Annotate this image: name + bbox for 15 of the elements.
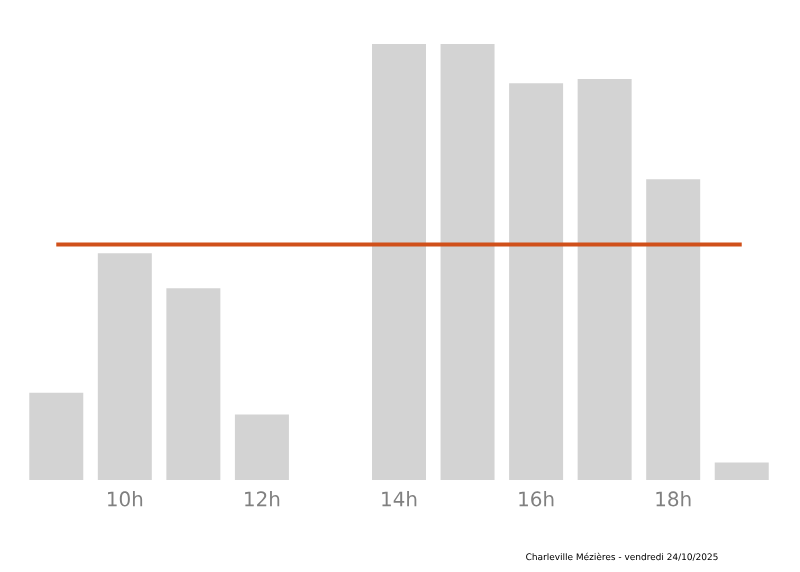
- bar: [97, 253, 152, 480]
- bar: [166, 288, 221, 480]
- x-tick-label: 14h: [382, 491, 417, 507]
- bar: [646, 179, 701, 480]
- bar: [372, 43, 427, 480]
- bar: [234, 414, 289, 480]
- bar: [29, 392, 84, 480]
- bar: [714, 462, 769, 480]
- x-tick-label: 18h: [656, 491, 691, 507]
- x-tick-label: 16h: [519, 491, 554, 507]
- bar: [577, 78, 632, 480]
- bar: [509, 83, 564, 480]
- x-tick-label: 12h: [245, 491, 280, 507]
- bar: [440, 43, 495, 480]
- x-tick-label: 10h: [108, 491, 143, 507]
